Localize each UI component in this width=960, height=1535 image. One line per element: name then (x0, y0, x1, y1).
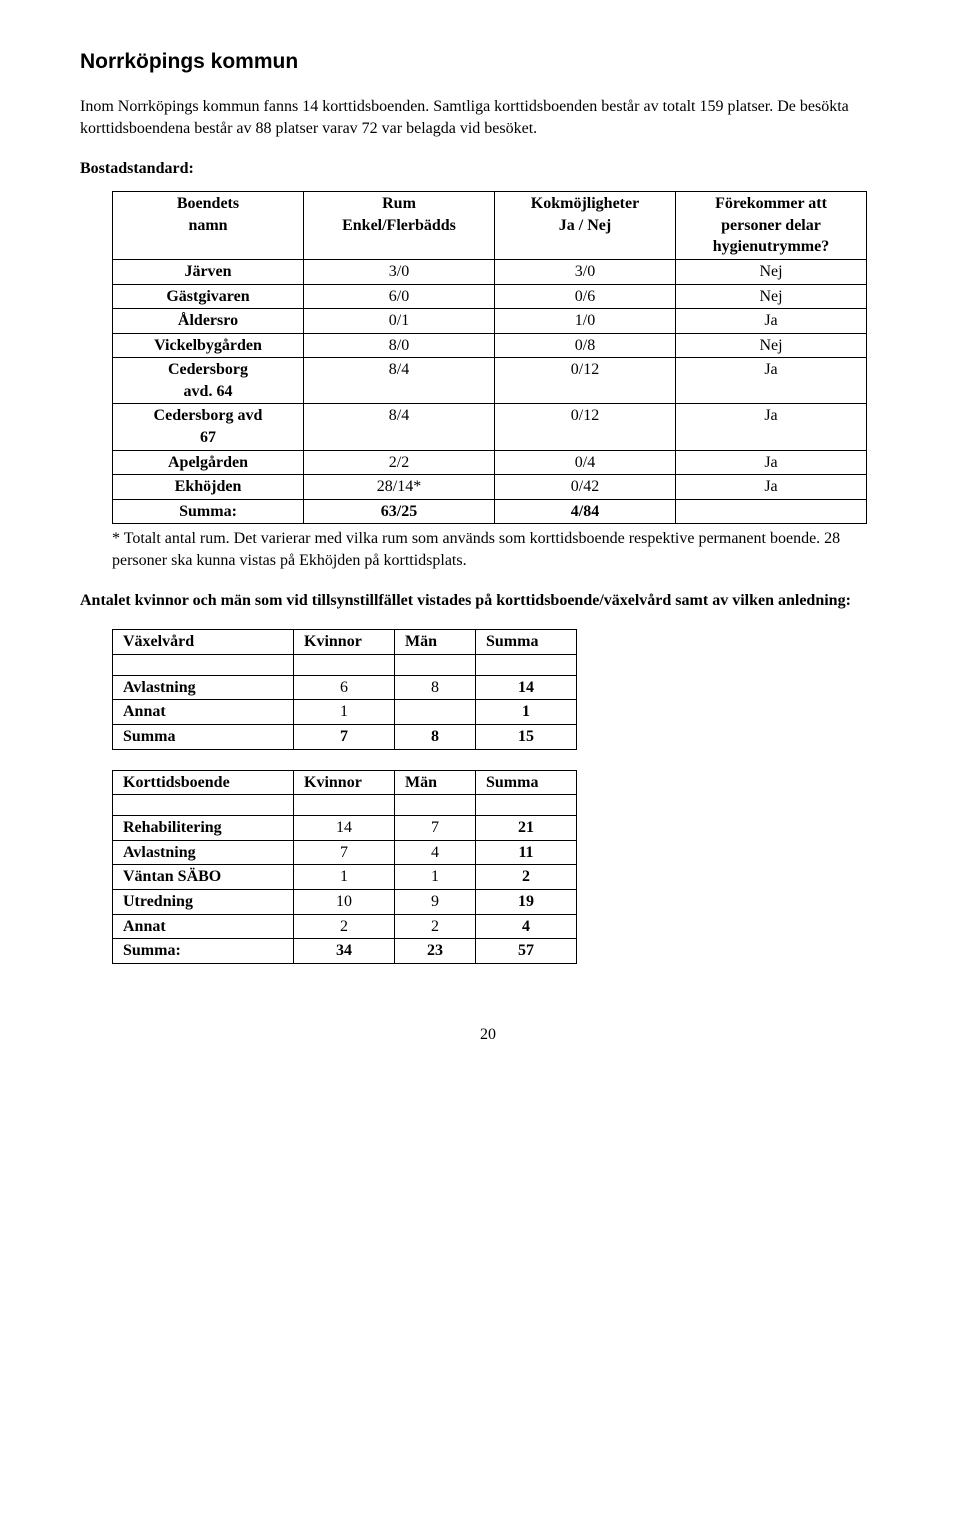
table-sum-row: Summa: 63/25 4/84 (113, 499, 867, 524)
paragraph-tillsyn: Antalet kvinnor och män som vid tillsyns… (80, 590, 896, 612)
col-header: Ja / Nej (559, 217, 611, 234)
col-header: hygienutrymme? (713, 238, 829, 255)
col-header: Förekommer att (715, 195, 827, 212)
table-korttidsboende: Korttidsboende Kvinnor Män Summa Rehabil… (112, 770, 577, 964)
col-header: Korttidsboende (113, 770, 294, 795)
table-row: Avlastning 7 4 11 (113, 840, 577, 865)
col-header: Män (395, 770, 476, 795)
bostadstandard-heading: Bostadstandard: (80, 158, 896, 180)
table-row: Avlastning 6 8 14 (113, 675, 577, 700)
spacer-row (113, 795, 577, 816)
col-header: Summa (476, 770, 577, 795)
col-header: Kokmöjligheter (531, 195, 639, 212)
table-row: Järven 3/0 3/0 Nej (113, 259, 867, 284)
col-header: Kvinnor (294, 770, 395, 795)
table-row: Summa 7 8 15 (113, 725, 577, 750)
page-title: Norrköpings kommun (80, 48, 896, 76)
page-number: 20 (80, 1024, 896, 1046)
spacer-row (113, 654, 577, 675)
table-bostadstandard: Boendets namn Rum Enkel/Flerbädds Kokmöj… (112, 191, 867, 524)
col-header: Kvinnor (294, 630, 395, 655)
col-header: Män (395, 630, 476, 655)
table-row: Annat 1 1 (113, 700, 577, 725)
col-header: Boendets (177, 195, 239, 212)
table-row: Rehabilitering 14 7 21 (113, 816, 577, 841)
table-row: Ekhöjden 28/14* 0/42 Ja (113, 475, 867, 500)
table-footnote: * Totalt antal rum. Det varierar med vil… (112, 528, 896, 571)
table-row: Cedersborg avd. 64 8/4 0/12 Ja (113, 358, 867, 404)
table-row: Gästgivaren 6/0 0/6 Nej (113, 284, 867, 309)
table-row: Apelgården 2/2 0/4 Ja (113, 450, 867, 475)
col-header: Summa (476, 630, 577, 655)
table-row: Vickelbygården 8/0 0/8 Nej (113, 333, 867, 358)
intro-paragraph: Inom Norrköpings kommun fanns 14 korttid… (80, 96, 896, 139)
col-header: Växelvård (113, 630, 294, 655)
col-header: personer delar (721, 217, 821, 234)
table-row: Summa: 34 23 57 (113, 939, 577, 964)
table-row: Cedersborg avd 67 8/4 0/12 Ja (113, 404, 867, 450)
col-header: namn (188, 217, 227, 234)
col-header: Enkel/Flerbädds (342, 217, 456, 234)
col-header: Rum (382, 195, 416, 212)
table-row: Utredning 10 9 19 (113, 889, 577, 914)
table-row: Väntan SÄBO 1 1 2 (113, 865, 577, 890)
table-row: Åldersro 0/1 1/0 Ja (113, 309, 867, 334)
table-row: Annat 2 2 4 (113, 914, 577, 939)
table-vaxelvard: Växelvård Kvinnor Män Summa Avlastning 6… (112, 629, 577, 749)
